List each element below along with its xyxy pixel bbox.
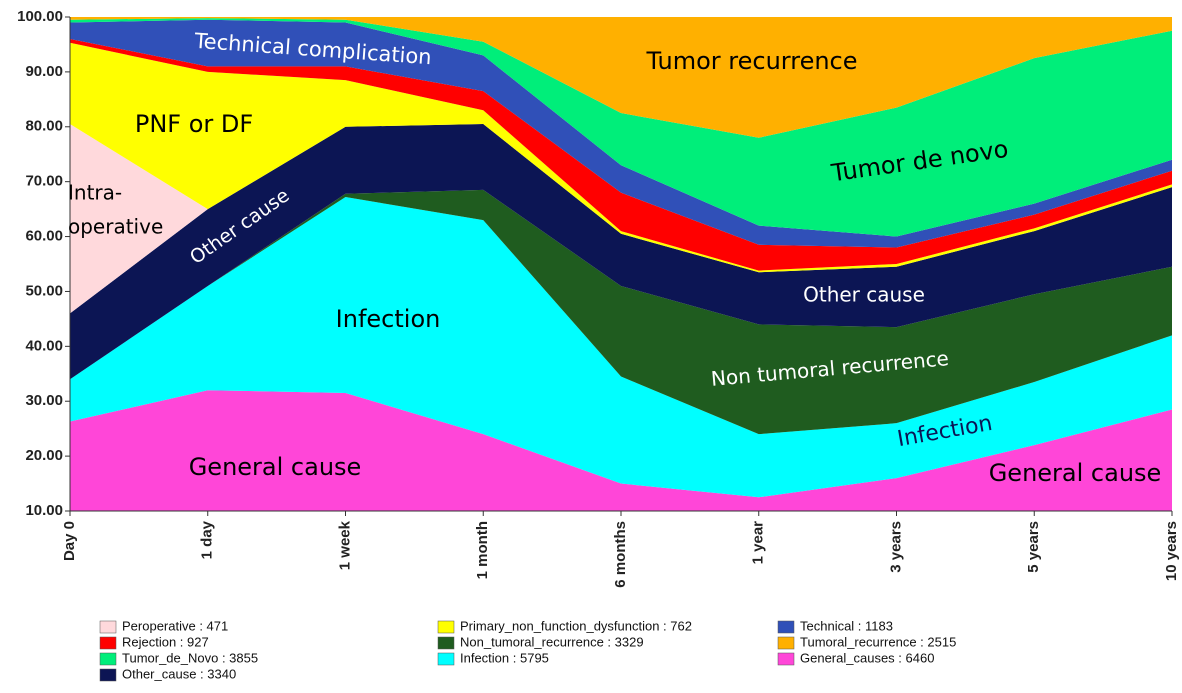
x-tick-label: 6 months xyxy=(612,521,629,588)
area xyxy=(70,189,1172,435)
area xyxy=(70,19,1172,248)
legend-swatch xyxy=(437,636,455,650)
area xyxy=(70,390,1172,511)
legend-swatch xyxy=(437,620,455,634)
y-tick-label: 20.00 xyxy=(25,447,63,464)
legend-swatch xyxy=(99,668,117,682)
annotation: General cause xyxy=(989,459,1162,487)
y-tick-label: 10.00 xyxy=(25,502,63,519)
x-tick-label: Day 0 xyxy=(61,521,78,561)
annotation: Infection xyxy=(336,305,441,333)
legend-label: Peroperative : 471 xyxy=(122,618,228,633)
area xyxy=(70,124,1172,380)
y-tick-label: 100.00 xyxy=(17,8,63,25)
legend-label: Tumoral_recurrence : 2515 xyxy=(800,634,956,649)
annotation: PNF or DF xyxy=(135,110,253,138)
y-tick-label: 60.00 xyxy=(25,228,63,245)
legend-label: Other_cause : 3340 xyxy=(122,666,236,681)
x-tick-label: 10 years xyxy=(1163,521,1180,581)
x-tick-label: 5 years xyxy=(1025,521,1042,573)
y-tick-label: 70.00 xyxy=(25,173,63,190)
legend-swatch xyxy=(777,652,795,666)
y-tick-label: 50.00 xyxy=(25,282,63,299)
annotation: Intra- xyxy=(68,181,122,205)
legend-swatch xyxy=(437,652,455,666)
legend-swatch xyxy=(99,620,117,634)
legend-swatch xyxy=(99,652,117,666)
area xyxy=(70,42,1172,273)
y-tick-label: 90.00 xyxy=(25,63,63,80)
area xyxy=(70,197,1172,498)
x-tick-label: 1 year xyxy=(750,521,767,565)
legend-label: Infection : 5795 xyxy=(460,650,549,665)
legend-label: Tumor_de_Novo : 3855 xyxy=(122,650,258,665)
legend-label: General_causes : 6460 xyxy=(800,650,934,665)
annotation: Other cause xyxy=(803,283,925,307)
annotation: General cause xyxy=(189,453,362,481)
area xyxy=(70,17,1172,138)
y-tick-label: 30.00 xyxy=(25,392,63,409)
y-tick-label: 80.00 xyxy=(25,118,63,135)
legend-label: Primary_non_function_dysfunction : 762 xyxy=(460,618,692,633)
legend-label: Technical : 1183 xyxy=(800,618,893,633)
annotation: operative xyxy=(68,215,163,239)
legend-swatch xyxy=(777,620,795,634)
area xyxy=(70,38,1172,271)
legend-label: Rejection : 927 xyxy=(122,634,209,649)
legend-swatch xyxy=(99,636,117,650)
annotation: Tumor recurrence xyxy=(645,47,857,75)
x-tick-label: 1 month xyxy=(474,521,491,579)
plot-area xyxy=(70,17,1172,511)
x-tick-label: 1 day xyxy=(199,520,216,559)
x-tick-label: 3 years xyxy=(887,521,904,573)
x-tick-label: 1 week xyxy=(336,520,353,570)
legend-swatch xyxy=(777,636,795,650)
y-tick-label: 40.00 xyxy=(25,337,63,354)
legend-label: Non_tumoral_recurrence : 3329 xyxy=(460,634,644,649)
area xyxy=(70,18,1172,237)
